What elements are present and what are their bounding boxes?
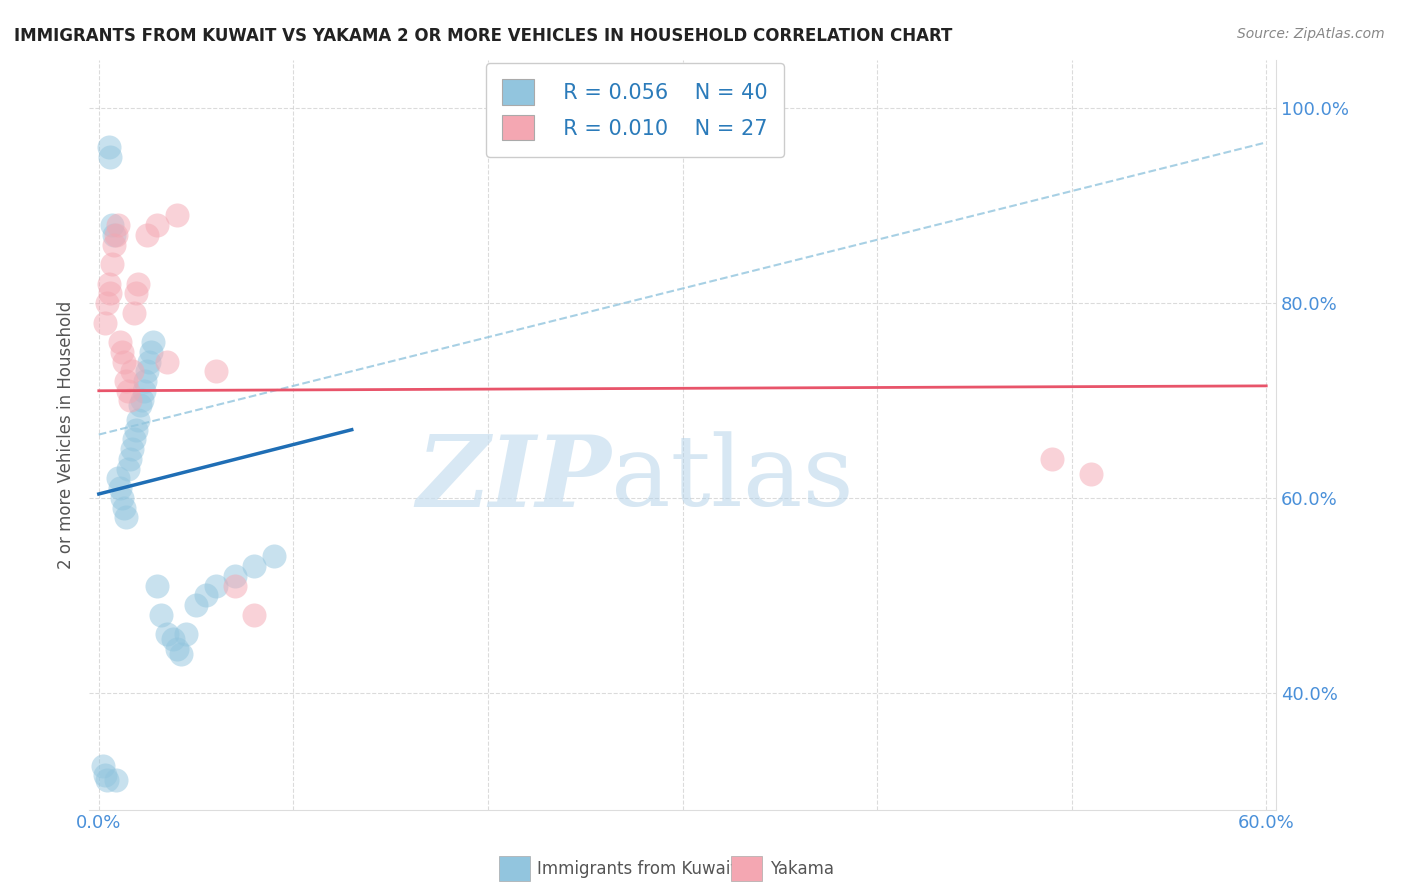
- Point: [141, 344, 163, 359]
- Point: [127, 413, 149, 427]
- Point: [136, 364, 159, 378]
- Point: [184, 598, 207, 612]
- Point: [194, 588, 217, 602]
- Point: [166, 641, 188, 656]
- Point: [121, 442, 143, 457]
- Point: [127, 277, 149, 291]
- Text: Source: ZipAtlas.com: Source: ZipAtlas.com: [1237, 27, 1385, 41]
- Point: [122, 306, 145, 320]
- Point: [224, 569, 246, 583]
- Text: Immigrants from Kuwait: Immigrants from Kuwait: [537, 860, 737, 878]
- Point: [100, 150, 122, 164]
- Point: [136, 227, 159, 242]
- Text: ZIP: ZIP: [416, 432, 612, 528]
- Point: [91, 758, 114, 772]
- Point: [112, 500, 135, 515]
- Point: [243, 607, 266, 622]
- Legend:   R = 0.056    N = 40,   R = 0.010    N = 27: R = 0.056 N = 40, R = 0.010 N = 27: [485, 62, 785, 157]
- Point: [117, 461, 139, 475]
- Point: [112, 354, 135, 368]
- Point: [131, 393, 153, 408]
- Text: atlas: atlas: [612, 432, 853, 527]
- Point: [111, 491, 134, 505]
- Point: [122, 433, 145, 447]
- Point: [263, 549, 285, 564]
- Point: [105, 227, 128, 242]
- Point: [101, 218, 124, 232]
- Point: [146, 218, 169, 232]
- Point: [108, 334, 131, 349]
- Point: [156, 354, 179, 368]
- Point: [132, 384, 155, 398]
- Point: [162, 632, 184, 646]
- Point: [117, 384, 139, 398]
- Point: [115, 374, 138, 388]
- Point: [97, 277, 120, 291]
- Point: [224, 578, 246, 592]
- Point: [93, 316, 115, 330]
- Point: [128, 398, 150, 412]
- Point: [243, 559, 266, 574]
- Point: [97, 140, 120, 154]
- Point: [96, 773, 118, 788]
- Point: [118, 393, 141, 408]
- Point: [169, 647, 191, 661]
- Point: [103, 227, 125, 242]
- Point: [204, 578, 226, 592]
- Point: [204, 364, 226, 378]
- Point: [103, 237, 125, 252]
- Point: [96, 296, 118, 310]
- Point: [121, 364, 143, 378]
- Point: [166, 209, 188, 223]
- Point: [93, 768, 115, 782]
- Text: IMMIGRANTS FROM KUWAIT VS YAKAMA 2 OR MORE VEHICLES IN HOUSEHOLD CORRELATION CHA: IMMIGRANTS FROM KUWAIT VS YAKAMA 2 OR MO…: [14, 27, 952, 45]
- Point: [176, 627, 198, 641]
- Point: [107, 218, 129, 232]
- Point: [134, 374, 156, 388]
- Point: [101, 257, 124, 271]
- Point: [142, 334, 165, 349]
- Point: [111, 344, 134, 359]
- Y-axis label: 2 or more Vehicles in Household: 2 or more Vehicles in Household: [58, 301, 75, 569]
- Point: [100, 286, 122, 301]
- Point: [156, 627, 179, 641]
- Point: [1040, 451, 1063, 466]
- Point: [1080, 467, 1102, 481]
- Point: [107, 471, 129, 485]
- Point: [105, 773, 128, 788]
- Point: [150, 607, 173, 622]
- Point: [125, 423, 148, 437]
- Point: [146, 578, 169, 592]
- Text: Yakama: Yakama: [770, 860, 835, 878]
- Point: [138, 354, 160, 368]
- Point: [118, 451, 141, 466]
- Point: [125, 286, 148, 301]
- Point: [108, 481, 131, 495]
- Point: [115, 510, 138, 524]
